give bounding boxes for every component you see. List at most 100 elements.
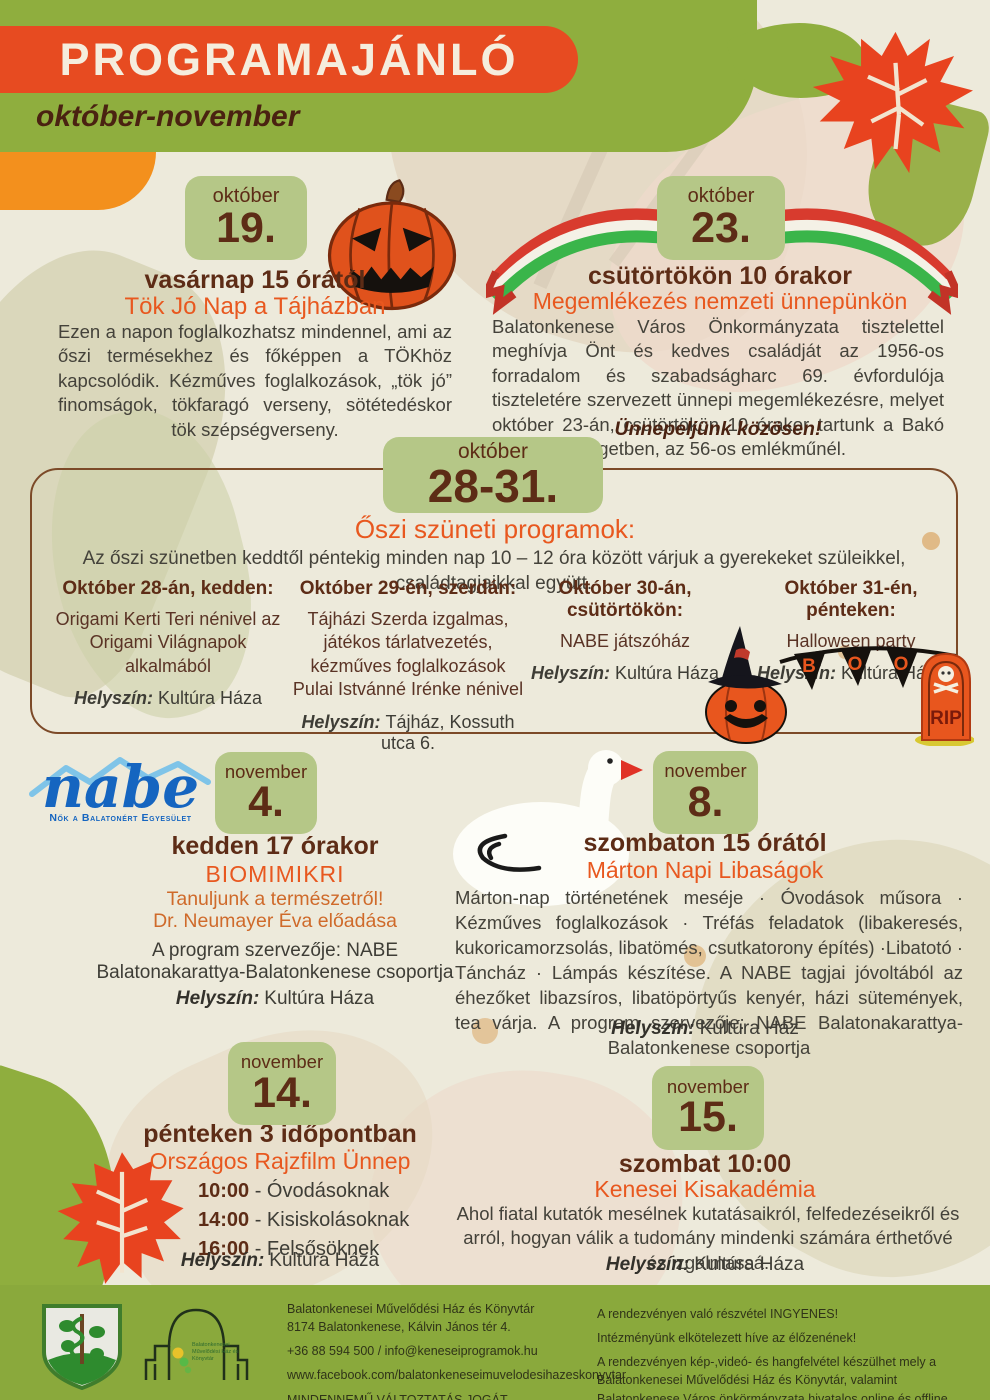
column-heading: Október 30-án, csütörtökön: — [558, 578, 692, 621]
header-subtitle: október-november — [36, 100, 300, 133]
venue: Helyszín: Tájház, Kossuth utca 6. — [292, 712, 524, 754]
time-value: 14:00 — [198, 1209, 250, 1231]
event-body: Ezen a napon foglalkozhatsz mindennel, a… — [58, 321, 452, 440]
break-column-1: Október 28-án, kedden: Origami Kerti Ter… — [45, 578, 291, 709]
footer-note: A rendezvényen való részvétel INGYENES! — [597, 1307, 839, 1321]
date-badge-nov15: november 15. — [652, 1066, 764, 1150]
badge-month: november — [224, 760, 308, 782]
event-when: vasárnap 15 órától — [144, 266, 366, 294]
berry-decor — [922, 532, 940, 550]
boo-letter: O — [894, 654, 909, 675]
footer-org-name: Balatonkenesei Művelődési Ház és Könyvtá… — [287, 1302, 535, 1316]
section-title: Őszi szüneti programok: — [354, 514, 636, 544]
rip-text: RIP — [930, 708, 962, 729]
schedule-row: 10:00 - Óvodásoknak — [198, 1177, 409, 1206]
column-body: NABE játszóház — [559, 631, 691, 651]
column-body: Tájházi Szerda izgalmas, játékos tárlatv… — [292, 609, 524, 700]
boo-letter: O — [848, 654, 863, 675]
venue: Helyszín: Kultúra Háza — [505, 1254, 905, 1276]
footer-address: 8174 Balatonkenese, Kálvin János tér 4. — [287, 1320, 511, 1335]
organizer-line: Balatonakarattya-Balatonkenese csoportja — [96, 962, 454, 983]
event-title: Megemlékezés nemzeti ünnepünkön — [532, 288, 908, 314]
break-column-4: Október 31-én, pénteken: Halloween party… — [745, 578, 957, 684]
badge-day: 23. — [691, 204, 751, 252]
header-red-banner: PROGRAMAJÁNLÓ — [0, 26, 578, 93]
column-body: Origami Kerti Teri nénivel az Origami Vi… — [55, 609, 281, 676]
venue: Helyszín: Kultúra Háza — [45, 688, 291, 709]
nabe-wordmark: nabe — [41, 753, 200, 821]
berry-decor — [472, 1018, 498, 1044]
event-title: BIOMIMIKRI — [205, 861, 345, 887]
venue-label: Helyszín: — [73, 688, 153, 709]
date-badge-oct23: október 23. — [657, 176, 785, 260]
coat-of-arms-icon — [42, 1304, 122, 1390]
berry-decor — [684, 945, 706, 967]
footer-facebook: www.facebook.com/balatonkeneseimuvelodes… — [287, 1368, 627, 1383]
column-heading: Október 31-én, pénteken: — [784, 578, 918, 621]
venue: Helyszín: Kultúra Háza — [95, 1250, 465, 1272]
break-column-2: Október 29-én, szerdán: Tájházi Szerda i… — [292, 578, 524, 754]
venue-value: Tájház, Kossuth utca 6. — [380, 711, 515, 753]
event-title: Márton Napi Libaságok — [586, 857, 824, 883]
venue-value: Kultúra Háza — [264, 988, 375, 1009]
section-intro: Az őszi szünetben keddtől péntekig minde… — [82, 548, 906, 595]
venue: Helyszín: Kultúra Háza — [80, 988, 470, 1010]
footer-disclaimer: MINDENNEMŰ VÁLTOZTATÁS JOGÁT FENTARTJUK! — [287, 1392, 508, 1400]
event-title: Kenesei Kisakadémia — [594, 1176, 816, 1202]
venue-value: Kultúra Háza — [614, 663, 720, 684]
time-group: - Kisiskolásoknak — [249, 1209, 410, 1231]
badge-day: 14. — [252, 1068, 312, 1117]
event-title: Országos Rajzfilm Ünnep — [149, 1148, 411, 1174]
halloween-pumpkin-icon: B O O RIP — [705, 626, 974, 746]
building-logo-text: Balatonkenesei Művelődési Ház és Könyvtá… — [192, 1342, 239, 1362]
event-when: szombat 10:00 — [618, 1150, 792, 1178]
organizer-line: A program szervezője: NABE — [151, 940, 399, 961]
nabe-logo: nabe Nők a Balatonért Egyesület — [28, 756, 213, 852]
badge-day: 4. — [248, 778, 284, 827]
event-when: csütörtökön 10 órakor — [588, 262, 852, 290]
break-column-3: Október 30-án, csütörtökön: NABE játszóh… — [506, 578, 744, 684]
date-badge-nov14: november 14. — [228, 1042, 336, 1125]
footer-contact: +36 88 594 500 / info@keneseiprogramok.h… — [287, 1344, 538, 1359]
nabe-tagline: Nők a Balatonért Egyesület — [49, 812, 192, 825]
footer-note: A rendezvényen kép-,videó- és hangfelvét… — [597, 1355, 948, 1400]
date-badge-oct2831: október 28-31. — [383, 437, 603, 513]
maple-leaf-icon — [812, 31, 973, 174]
event-subtitle: Tanuljunk a természetről! — [166, 888, 384, 910]
goose-icon — [453, 750, 643, 906]
badge-day: 15. — [678, 1093, 738, 1142]
venue-label: Helyszín: — [611, 1018, 695, 1039]
time-value: 10:00 — [198, 1180, 250, 1202]
schedule-row: 14:00 - Kisiskolásoknak — [198, 1206, 409, 1235]
venue-label: Helyszín: — [605, 1254, 690, 1275]
venue-label: Helyszín: — [530, 663, 610, 684]
nabe-wave-icon — [29, 757, 211, 797]
footer-note: Intézményünk elkötelezett híve az élőzen… — [597, 1331, 857, 1346]
page-title: PROGRAMAJÁNLÓ — [59, 33, 519, 85]
badge-day: 28-31. — [427, 460, 559, 513]
event-title: Tök Jó Nap a Tájházban — [124, 293, 386, 320]
time-group: - Óvodásoknak — [249, 1180, 390, 1202]
column-heading: Október 28-án, kedden: — [62, 578, 274, 599]
venue-label: Helyszín: — [301, 711, 381, 732]
footer-notes-column: A rendezvényen való részvétel INGYENES! … — [597, 1305, 969, 1400]
badge-month: október — [457, 439, 529, 463]
venue-value: Kultúra Háza — [694, 1254, 805, 1275]
venue-value: Kultúra Háza — [269, 1250, 380, 1271]
venue-label: Helyszín: — [175, 988, 260, 1009]
venue: Helyszín: Kultúra Háza — [506, 663, 744, 684]
venue: Helyszín: Kultúra Ház — [505, 1018, 905, 1040]
venue-value: Kultúra Háza — [840, 663, 946, 684]
event-when: kedden 17 órakor — [171, 832, 379, 860]
footer-contact-column: Balatonkenesei Művelődési Ház és Könyvtá… — [287, 1300, 627, 1400]
boo-letter: B — [802, 656, 816, 677]
column-body: Halloween party — [786, 631, 916, 651]
badge-day: 8. — [687, 777, 724, 826]
venue-value: Kultúra Háza — [157, 688, 263, 709]
venue-label: Helyszín: — [180, 1250, 265, 1271]
event-subtitle: Dr. Neumayer Éva előadása — [153, 910, 397, 932]
column-heading: Október 29-én, szerdán: — [299, 578, 517, 599]
date-badge-oct19: október 19. — [185, 176, 307, 260]
header-orange-block — [0, 152, 156, 210]
